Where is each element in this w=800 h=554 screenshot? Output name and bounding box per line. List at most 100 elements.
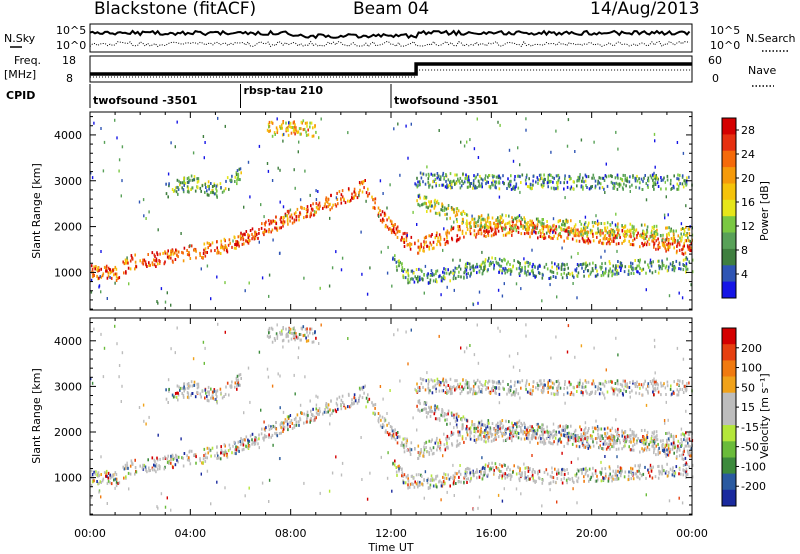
range-cell bbox=[418, 180, 421, 184]
range-cell bbox=[556, 442, 559, 446]
range-cell bbox=[306, 205, 309, 209]
range-cell bbox=[688, 260, 690, 264]
range-cell bbox=[541, 481, 544, 485]
range-cell bbox=[455, 416, 458, 420]
range-cell bbox=[542, 180, 544, 184]
range-cell bbox=[293, 417, 296, 421]
range-cell bbox=[586, 431, 589, 435]
range-cell bbox=[483, 435, 485, 438]
range-cell bbox=[685, 264, 688, 268]
range-cell bbox=[549, 231, 551, 235]
range-cell bbox=[248, 234, 251, 238]
range-cell bbox=[341, 195, 344, 199]
range-cell bbox=[682, 258, 685, 262]
range-cell bbox=[436, 243, 438, 247]
range-cell bbox=[222, 245, 225, 249]
range-cell bbox=[645, 233, 647, 237]
range-cell bbox=[114, 477, 117, 481]
range-cell bbox=[271, 425, 274, 429]
range-cell bbox=[358, 191, 360, 195]
range-cell bbox=[667, 437, 670, 441]
range-cell bbox=[657, 245, 660, 249]
range-cell bbox=[634, 464, 636, 468]
range-cell bbox=[251, 432, 254, 436]
range-cell bbox=[223, 453, 226, 457]
range-cell bbox=[130, 459, 133, 463]
range-cell bbox=[460, 480, 462, 484]
range-cell bbox=[663, 448, 666, 452]
range-cell bbox=[632, 174, 634, 178]
range-cell bbox=[224, 245, 227, 249]
range-cell bbox=[541, 218, 544, 221]
range-cell bbox=[276, 131, 279, 134]
range-cell bbox=[480, 419, 483, 423]
range-cell bbox=[508, 436, 511, 440]
range-cell bbox=[383, 424, 385, 428]
range-cell bbox=[600, 222, 603, 225]
range-cell bbox=[356, 401, 359, 405]
range-cell bbox=[299, 211, 301, 215]
range-cell bbox=[280, 431, 282, 435]
range-cell bbox=[685, 225, 687, 229]
range-cell bbox=[107, 266, 110, 270]
range-cell bbox=[211, 446, 214, 450]
range-cell bbox=[617, 272, 620, 276]
freq-tick-top: 18 bbox=[62, 54, 76, 67]
range-cell bbox=[445, 207, 448, 211]
range-cell bbox=[454, 214, 457, 218]
range-cell bbox=[479, 228, 481, 231]
range-cell bbox=[629, 222, 632, 226]
range-cell bbox=[505, 427, 507, 431]
range-cell bbox=[141, 261, 144, 265]
range-cell bbox=[579, 425, 581, 429]
range-cell bbox=[648, 448, 651, 452]
range-cell bbox=[608, 269, 610, 273]
range-cell bbox=[260, 203, 262, 207]
range-cell bbox=[566, 432, 569, 435]
range-cell bbox=[204, 247, 207, 251]
range-cell bbox=[587, 237, 590, 241]
range-cell bbox=[129, 267, 132, 271]
range-cell bbox=[651, 431, 654, 435]
range-cell bbox=[435, 387, 437, 391]
range-cell bbox=[131, 257, 134, 261]
range-cell bbox=[417, 480, 419, 484]
range-cell bbox=[512, 434, 515, 438]
range-cell bbox=[599, 387, 602, 391]
range-cell bbox=[484, 469, 486, 473]
range-cell bbox=[362, 385, 365, 389]
range-cell bbox=[577, 175, 579, 179]
range-cell bbox=[608, 443, 610, 447]
range-cell bbox=[614, 236, 616, 240]
range-cell bbox=[469, 229, 471, 233]
range-cell bbox=[480, 427, 482, 431]
range-cell bbox=[351, 196, 353, 200]
range-cell bbox=[488, 390, 491, 394]
range-cell bbox=[630, 271, 633, 275]
range-cell bbox=[619, 183, 622, 187]
range-cell bbox=[640, 223, 643, 227]
range-cell bbox=[258, 144, 261, 148]
range-cell bbox=[507, 221, 509, 225]
range-cell bbox=[311, 207, 314, 211]
range-cell bbox=[462, 209, 465, 213]
range-cell bbox=[545, 430, 548, 434]
range-cell bbox=[449, 422, 451, 426]
range-cell bbox=[213, 184, 216, 188]
range-cell bbox=[439, 243, 442, 247]
range-cell bbox=[565, 218, 568, 222]
range-cell bbox=[298, 127, 301, 131]
range-cell bbox=[576, 480, 579, 484]
range-cell bbox=[425, 202, 427, 206]
range-cell bbox=[441, 205, 444, 209]
range-cell bbox=[446, 212, 448, 216]
range-cell bbox=[429, 201, 431, 205]
range-cell bbox=[554, 432, 557, 436]
range-cell bbox=[471, 265, 474, 269]
range-cell bbox=[211, 185, 214, 188]
range-cell bbox=[491, 227, 493, 231]
range-cell bbox=[454, 270, 456, 274]
range-cell bbox=[688, 437, 691, 441]
range-cell bbox=[619, 468, 622, 472]
range-cell bbox=[666, 453, 668, 457]
